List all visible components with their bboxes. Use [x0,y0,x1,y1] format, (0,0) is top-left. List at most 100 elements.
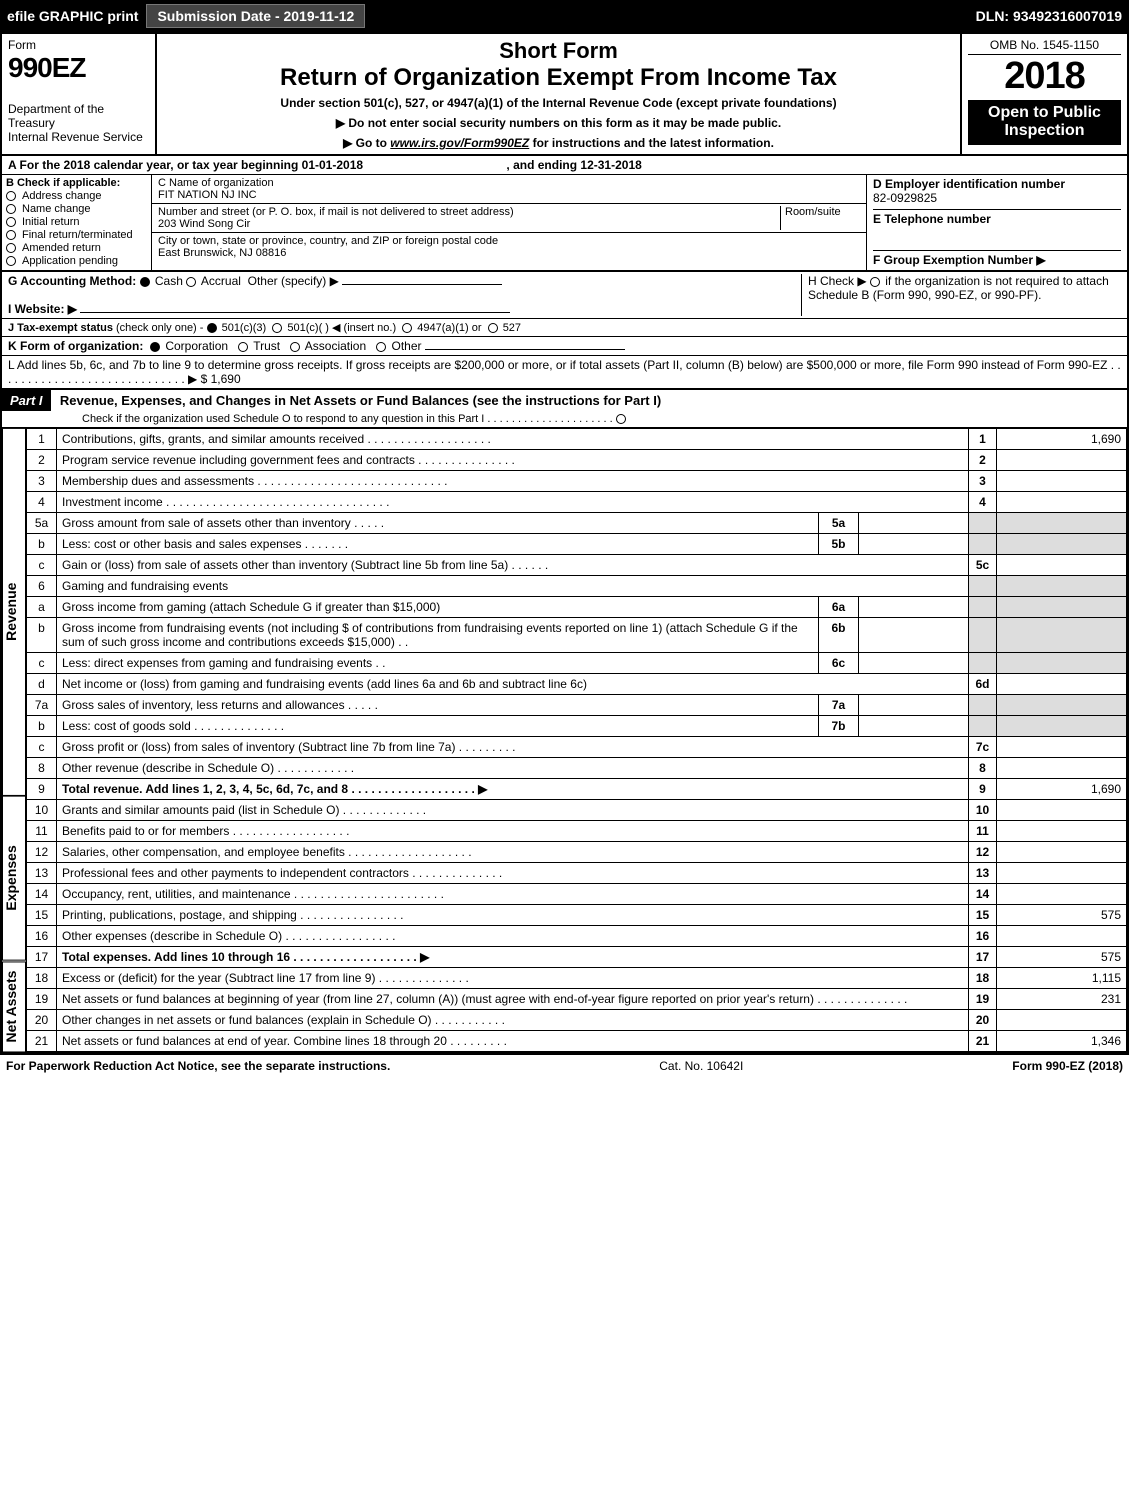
radio-h-icon[interactable] [870,277,880,287]
city-label: City or town, state or province, country… [158,235,860,247]
addr-val: 203 Wind Song Cir [158,218,780,230]
line-5c: cGain or (loss) from sale of assets othe… [27,555,1127,576]
header-mid: Short Form Return of Organization Exempt… [157,34,962,154]
line-3: 3Membership dues and assessments . . . .… [27,471,1127,492]
line-7b: bLess: cost of goods sold . . . . . . . … [27,716,1127,737]
submission-date-button[interactable]: Submission Date - 2019-11-12 [146,4,365,28]
title-main: Return of Organization Exempt From Incom… [163,64,954,92]
side-expenses: Expenses [2,796,26,961]
box-b-title: B Check if applicable: [6,177,147,189]
side-revenue: Revenue [2,428,26,796]
line-2: 2Program service revenue including gover… [27,450,1127,471]
line-5b: bLess: cost or other basis and sales exp… [27,534,1127,555]
side-netassets: Net Assets [2,961,26,1052]
form-990ez: Form 990EZ Department of the Treasury In… [0,32,1129,1054]
radio-4947-icon [402,323,412,333]
row-g-h: G Accounting Method: Cash Accrual Other … [2,272,1127,319]
line-6b: bGross income from fundraising events (n… [27,618,1127,653]
line-15: 15Printing, publications, postage, and s… [27,905,1127,926]
irs-link[interactable]: www.irs.gov/Form990EZ [390,136,529,150]
line-12: 12Salaries, other compensation, and empl… [27,842,1127,863]
line-6c: cLess: direct expenses from gaming and f… [27,653,1127,674]
topbar: efile GRAPHIC print Submission Date - 20… [0,0,1129,32]
line-16: 16Other expenses (describe in Schedule O… [27,926,1127,947]
tax-year: 2018 [968,55,1121,98]
line-6a: aGross income from gaming (attach Schedu… [27,597,1127,618]
radio-accrual-icon [186,277,196,287]
title-short-form: Short Form [163,38,954,64]
goto-link-line: ▶ Go to www.irs.gov/Form990EZ for instru… [163,136,954,150]
line-9: 9Total revenue. Add lines 1, 2, 3, 4, 5c… [27,779,1127,800]
line-6: 6Gaming and fundraising events [27,576,1127,597]
dln-label: DLN: 93492316007019 [976,8,1122,24]
radio-corp-icon [150,342,160,352]
line-6d: dNet income or (loss) from gaming and fu… [27,674,1127,695]
identity-grid: B Check if applicable: Address change Na… [2,175,1127,272]
line-4: 4Investment income . . . . . . . . . . .… [27,492,1127,513]
header-left: Form 990EZ Department of the Treasury In… [2,34,157,154]
row-g: G Accounting Method: Cash Accrual Other … [8,274,801,316]
part1-tag: Part I [2,390,51,411]
row-l: L Add lines 5b, 6c, and 7b to line 9 to … [2,356,1127,389]
goto-post: for instructions and the latest informat… [529,136,774,150]
chk-amended-return[interactable]: Amended return [6,242,147,254]
radio-501c3-icon [207,323,217,333]
line-7a: 7aGross sales of inventory, less returns… [27,695,1127,716]
chk-initial-return[interactable]: Initial return [6,216,147,228]
radio-icon [6,256,16,266]
radio-trust-icon [238,342,248,352]
ein-val: 82-0929825 [873,191,1121,205]
line-21: 21Net assets or fund balances at end of … [27,1031,1127,1052]
chk-address-change[interactable]: Address change [6,190,147,202]
d-label: D Employer identification number [873,177,1121,191]
omb-number: OMB No. 1545-1150 [968,38,1121,55]
form-header: Form 990EZ Department of the Treasury In… [2,34,1127,156]
radio-cash-icon [140,277,150,287]
city-val: East Brunswick, NJ 08816 [158,247,860,259]
radio-icon [6,204,16,214]
radio-527-icon [488,323,498,333]
row-k: K Form of organization: Corporation Trus… [2,337,1127,356]
page-footer: For Paperwork Reduction Act Notice, see … [0,1054,1129,1077]
line-10: 10Grants and similar amounts paid (list … [27,800,1127,821]
box-def: D Employer identification number 82-0929… [867,175,1127,270]
website-input[interactable] [80,312,510,313]
row-h: H Check ▶ if the organization is not req… [801,274,1121,316]
i-label: I Website: ▶ [8,302,77,316]
period-end: , and ending 12-31-2018 [506,158,641,172]
form-code: 990EZ [8,52,149,84]
footer-left: For Paperwork Reduction Act Notice, see … [6,1059,390,1073]
line-7c: cGross profit or (loss) from sales of in… [27,737,1127,758]
radio-icon [6,230,16,240]
under-section: Under section 501(c), 527, or 4947(a)(1)… [163,96,954,110]
radio-icon [6,217,16,227]
k-other-input[interactable] [425,349,625,350]
chk-name-change[interactable]: Name change [6,203,147,215]
line-11: 11Benefits paid to or for members . . . … [27,821,1127,842]
other-specify-input[interactable] [342,284,502,285]
room-label: Room/suite [780,206,860,230]
c-label: C Name of organization [158,177,860,189]
line-18: 18Excess or (deficit) for the year (Subt… [27,968,1127,989]
chk-final-return[interactable]: Final return/terminated [6,229,147,241]
radio-other-icon [376,342,386,352]
f-label: F Group Exemption Number ▶ [873,250,1121,267]
open-public-inspection: Open to Public Inspection [968,100,1121,145]
radio-icon [6,243,16,253]
line-5a: 5aGross amount from sale of assets other… [27,513,1127,534]
dept-line1: Department of the Treasury [8,102,149,130]
part1-check-icon[interactable] [616,414,626,424]
dept-line2: Internal Revenue Service [8,130,149,144]
chk-application-pending[interactable]: Application pending [6,255,147,267]
line-20: 20Other changes in net assets or fund ba… [27,1010,1127,1031]
goto-pre: ▶ Go to [343,136,390,150]
form-label: Form [8,38,149,52]
row-j: J Tax-exempt status (check only one) - 5… [2,319,1127,337]
box-b: B Check if applicable: Address change Na… [2,175,152,270]
line-8: 8Other revenue (describe in Schedule O) … [27,758,1127,779]
addr-label: Number and street (or P. O. box, if mail… [158,206,780,218]
part1-sub: Check if the organization used Schedule … [2,411,1127,427]
line-13: 13Professional fees and other payments t… [27,863,1127,884]
box-c: C Name of organization FIT NATION NJ INC… [152,175,867,270]
header-right: OMB No. 1545-1150 2018 Open to Public In… [962,34,1127,154]
